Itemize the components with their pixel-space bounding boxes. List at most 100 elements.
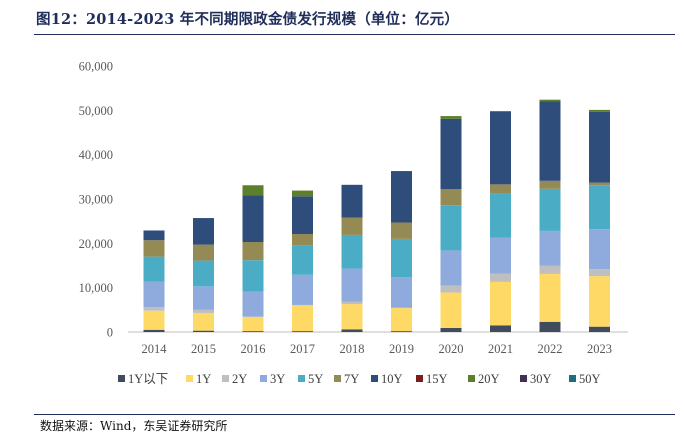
bar-segment — [589, 326, 610, 332]
bar-segment — [490, 273, 511, 282]
bar-segment — [242, 331, 264, 332]
bar-segment — [539, 273, 561, 322]
bar-segment — [539, 321, 561, 332]
bar-segment — [143, 240, 165, 257]
legend-label: 30Y — [530, 372, 552, 386]
legend-swatch — [186, 375, 193, 382]
legend-swatch — [468, 375, 475, 382]
legend-label: 50Y — [579, 372, 601, 386]
bar-segment — [440, 292, 462, 329]
bar-segment — [490, 111, 511, 185]
bar-segment — [341, 301, 363, 305]
legend-swatch — [260, 375, 267, 382]
bar-segment — [292, 245, 313, 275]
x-tick-label: 2014 — [142, 342, 168, 356]
bar-segment — [341, 234, 363, 269]
bar-segment — [589, 111, 610, 183]
bar-segment — [242, 316, 264, 332]
x-tick-label: 2022 — [538, 342, 563, 356]
bar-segment — [539, 99, 561, 102]
bar-segment — [440, 328, 462, 332]
bar-segment — [539, 230, 561, 266]
bar-segment — [440, 116, 462, 119]
bar-segment — [539, 188, 561, 231]
bar-segment — [143, 310, 165, 330]
title-divider — [34, 34, 675, 35]
x-tick-label: 2015 — [191, 342, 216, 356]
bar-segment — [589, 229, 610, 270]
bar-segment — [589, 269, 610, 277]
legend-label: 15Y — [426, 372, 448, 386]
bar-segment — [341, 268, 363, 302]
y-tick-label: 0 — [107, 326, 113, 340]
legend-swatch — [298, 375, 305, 382]
bar-segment — [440, 205, 462, 251]
stacked-bar-chart: 0 10,000 20,000 30,000 40,000 50,000 60,000 201… — [79, 60, 628, 386]
bar-segment — [341, 184, 363, 218]
bar-segment — [391, 331, 412, 332]
bar-segment — [341, 217, 363, 235]
bar-segment — [242, 185, 264, 196]
bar-segment — [193, 312, 214, 331]
bar-segment — [193, 218, 214, 245]
bar-segment — [490, 281, 511, 326]
bar-segment — [143, 281, 165, 308]
bar-segment — [292, 331, 313, 332]
bar-segment — [490, 193, 511, 238]
bar-segment — [589, 182, 610, 186]
bar-segment — [193, 286, 214, 310]
bar-segment — [589, 276, 610, 327]
bar-segment — [292, 305, 313, 332]
bar-segment — [440, 250, 462, 286]
legend-label: 10Y — [381, 372, 403, 386]
legend-label: 20Y — [478, 372, 500, 386]
x-tick-label: 2020 — [439, 342, 464, 356]
bar-segment — [440, 285, 462, 293]
bar-segment — [490, 237, 511, 274]
bar-segment — [193, 330, 214, 332]
source-note: 数据来源：Wind，东吴证券研究所 — [40, 419, 228, 433]
bar-segment — [490, 325, 511, 332]
y-tick-label: 10,000 — [79, 281, 113, 295]
x-tick-label: 2023 — [587, 342, 612, 356]
bar-segment — [589, 109, 610, 112]
bar-segment — [391, 171, 412, 223]
bar-segment — [292, 234, 313, 246]
bar-segment — [440, 189, 462, 206]
bar-segment — [440, 118, 462, 190]
y-tick-label: 20,000 — [79, 237, 113, 251]
x-tick-label: 2019 — [389, 342, 414, 356]
bar-segment — [292, 190, 313, 197]
bar-segment — [242, 242, 264, 261]
bar-segment — [143, 307, 165, 311]
legend-swatch — [569, 375, 576, 382]
bar-segment — [341, 304, 363, 330]
source-divider — [34, 414, 675, 415]
bar-segment — [341, 329, 363, 332]
legend-swatch — [416, 375, 423, 382]
legend-swatch — [118, 375, 125, 382]
chart-title: 图12：2014-2023 年不同期限政金债发行规模（单位：亿元） — [36, 11, 460, 28]
bar-segment — [143, 256, 165, 282]
bar-segment — [539, 265, 561, 274]
legend-swatch — [222, 375, 229, 382]
bar-segment — [193, 244, 214, 261]
legend-swatch — [371, 375, 378, 382]
y-tick-label: 50,000 — [79, 104, 113, 118]
x-tick-label: 2021 — [488, 342, 513, 356]
bar-segment — [242, 195, 264, 243]
bar-segment — [539, 180, 561, 189]
x-tick-label: 2016 — [241, 342, 266, 356]
x-tick-label: 2018 — [340, 342, 365, 356]
x-tick-label: 2017 — [290, 342, 315, 356]
bar-segment — [589, 185, 610, 230]
legend-label: 7Y — [344, 372, 359, 386]
y-tick-label: 60,000 — [79, 60, 113, 74]
bar-segment — [391, 238, 412, 278]
bar-segment — [391, 222, 412, 239]
legend-label: 3Y — [270, 372, 285, 386]
legend-label: 5Y — [308, 372, 323, 386]
legend-swatch — [334, 375, 341, 382]
bar-segment — [292, 274, 313, 305]
bar-segment — [193, 309, 214, 313]
